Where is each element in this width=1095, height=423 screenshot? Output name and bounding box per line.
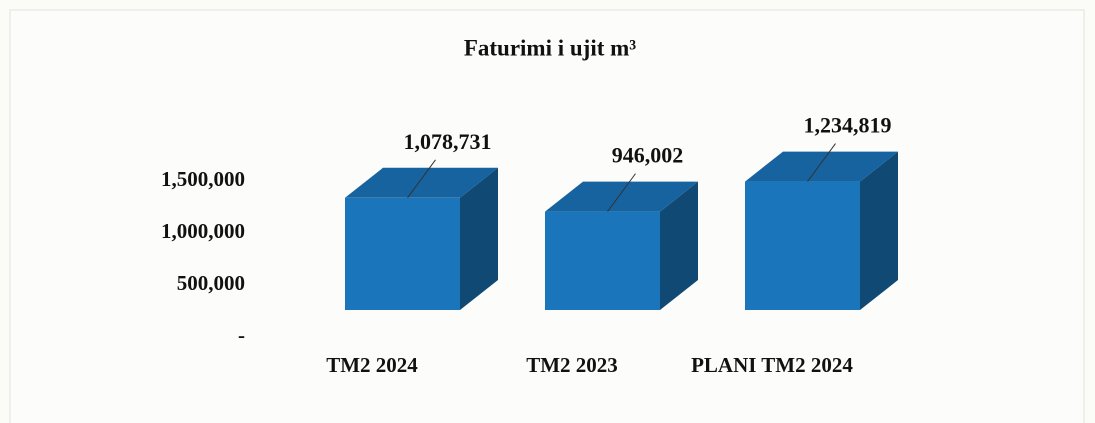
y-tick-label: 500,000	[177, 271, 245, 295]
value-label: 946,002	[612, 143, 684, 168]
bar-top	[745, 151, 898, 182]
value-label: 1,234,819	[804, 113, 892, 138]
bar-top	[545, 181, 698, 212]
bar-front	[745, 181, 860, 310]
y-tick-label: -	[238, 323, 245, 347]
leader-line	[407, 159, 436, 199]
y-tick-label: 1,500,000	[161, 167, 245, 191]
bar-front	[345, 197, 460, 310]
y-tick-label: 1,000,000	[161, 219, 245, 243]
x-tick-label: TM2 2023	[526, 353, 618, 377]
x-tick-label: PLANI TM2 2024	[691, 353, 853, 377]
leader-line	[607, 173, 636, 212]
bar-side	[460, 167, 498, 310]
bar-side	[660, 181, 698, 310]
x-tick-label: TM2 2024	[326, 353, 418, 377]
value-label: 1,078,731	[404, 129, 492, 154]
bar-front	[545, 211, 660, 310]
chart-title: Faturimi i ujit m³	[464, 35, 636, 60]
bar	[545, 181, 698, 310]
bar-side	[860, 151, 898, 310]
bar	[345, 167, 498, 310]
leader-line	[807, 143, 836, 182]
bar-top	[345, 167, 498, 198]
bar	[745, 151, 898, 310]
